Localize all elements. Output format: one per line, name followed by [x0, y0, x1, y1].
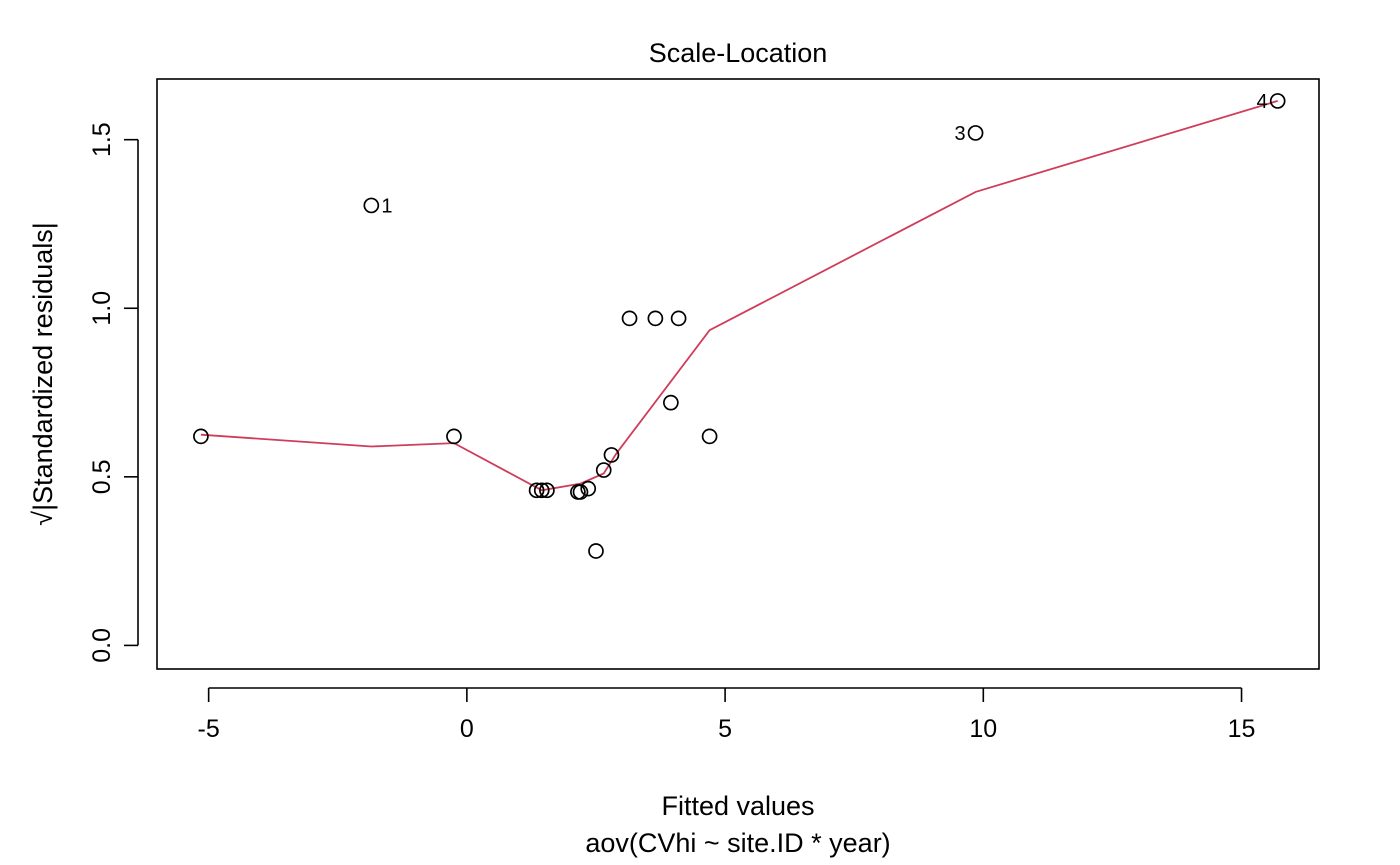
data-point	[572, 484, 589, 500]
x-axis-subtitle: aov(CVhi ~ site.ID * year)	[585, 828, 890, 858]
data-point	[539, 482, 555, 499]
point-label: 4	[1257, 91, 1268, 113]
x-tick-label: 10	[969, 715, 997, 743]
x-tick-label: 0	[460, 715, 474, 743]
data-point	[663, 394, 679, 411]
data-point	[603, 447, 620, 463]
data-point	[701, 428, 718, 445]
data-point	[446, 428, 462, 445]
y-tick-label: 0.0	[88, 628, 116, 663]
smooth-line	[200, 100, 1278, 492]
data-point	[580, 480, 597, 497]
data-point	[1269, 93, 1286, 109]
data-point	[647, 310, 664, 327]
x-axis: -5 0 5 10 15	[198, 687, 1256, 743]
x-axis-title: Fitted values	[661, 791, 814, 821]
x-tick-label: 5	[718, 715, 732, 743]
data-point	[533, 482, 550, 499]
data-point	[670, 310, 687, 327]
y-axis-title: √|Standardized residuals|	[28, 222, 58, 526]
data-point	[595, 462, 612, 478]
y-tick-label: 0.5	[88, 459, 116, 494]
data-point	[967, 125, 984, 141]
point-label: 3	[954, 123, 965, 145]
data-point	[528, 482, 545, 499]
chart-title: Scale-Location	[649, 38, 828, 68]
data-point	[193, 428, 209, 445]
data-point	[588, 543, 604, 559]
x-tick-label: -5	[198, 715, 220, 743]
y-tick-label: 1.0	[88, 291, 116, 326]
point-label: 1	[381, 195, 392, 217]
data-points: 1 3 4	[193, 91, 1286, 559]
data-point	[363, 197, 380, 214]
data-point	[621, 310, 638, 327]
y-axis: 0.0 0.5 1.0 1.5	[88, 122, 139, 663]
x-tick-label: 15	[1228, 715, 1256, 743]
y-tick-label: 1.5	[88, 122, 116, 157]
plot-frame	[156, 78, 1320, 670]
